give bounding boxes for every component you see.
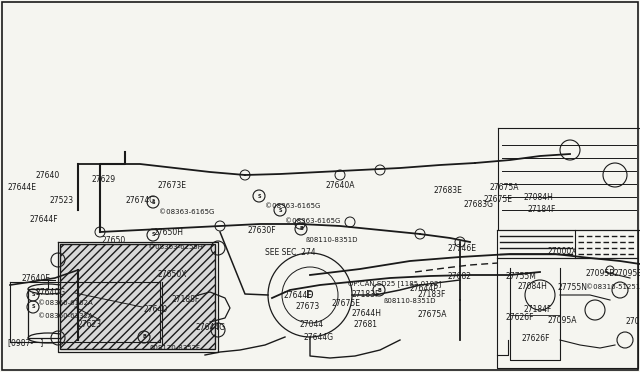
Text: 27673: 27673 [295,302,319,311]
Text: S: S [31,292,35,298]
Text: [0987-   ]: [0987- ] [8,338,44,347]
Bar [28,289,68,338]
Text: S: S [257,193,260,199]
Text: 27755N: 27755N [558,283,588,292]
Text: B: B [299,227,303,231]
Text: 27000X: 27000X [548,247,577,256]
Text: ß08110-8351D: ß08110-8351D [305,237,358,243]
Text: 27095B: 27095B [614,269,640,278]
Text: 27095: 27095 [626,317,640,326]
Text: 27630F: 27630F [247,226,276,235]
Text: ©08360-6162A: ©08360-6162A [38,300,93,306]
Text: 27644G: 27644G [196,323,226,332]
Text: OP:CAN,SD25 [1185-0192]: OP:CAN,SD25 [1185-0192] [348,280,441,287]
Text: ©08363-6255H: ©08363-6255H [148,244,203,250]
Text: 27095A: 27095A [547,316,577,325]
Text: 27188F: 27188F [172,295,200,304]
Text: 27183F: 27183F [418,290,446,299]
Text: 27673E: 27673E [158,181,187,190]
Text: S: S [151,232,155,237]
Text: SEE SEC. 274: SEE SEC. 274 [265,248,316,257]
Text: 27084H: 27084H [518,282,548,291]
Text: 27640E: 27640E [22,274,51,283]
Text: 27650H: 27650H [154,228,184,237]
Text: 27640: 27640 [143,305,167,314]
Bar [60,244,215,349]
Text: 27675A: 27675A [418,310,447,319]
Text: 27746E: 27746E [448,244,477,253]
Text: 27683G: 27683G [464,200,494,209]
Text: ß08110-8351D: ß08110-8351D [383,298,435,304]
Text: ©08363-6165G: ©08363-6165G [285,218,340,224]
Text: ©08363-6165G: ©08363-6165G [265,203,321,209]
Text: 27675E: 27675E [484,195,513,204]
Text: 27681: 27681 [354,320,378,329]
Text: 27644P: 27644P [409,284,438,293]
Text: ©08363-6165G: ©08363-6165G [159,209,214,215]
Text: S: S [151,199,155,205]
Text: 27755M: 27755M [506,272,537,281]
Text: 27095B: 27095B [585,269,614,278]
Text: 27640A: 27640A [325,181,355,190]
Text: B: B [377,288,381,292]
Text: D: D [306,290,314,300]
Text: 27644H: 27644H [352,309,382,318]
Text: 27044: 27044 [300,320,324,329]
Text: 27650X: 27650X [157,270,186,279]
Text: 27629: 27629 [91,175,115,184]
Text: 27675E: 27675E [332,299,361,308]
Text: B: B [142,334,146,340]
Text: 27523: 27523 [49,196,73,205]
Text: 27644E: 27644E [283,291,312,300]
Text: 27644E: 27644E [8,183,37,192]
Text: 27674G: 27674G [125,196,155,205]
Text: 27644G: 27644G [304,333,334,342]
Text: 27675A: 27675A [490,183,520,192]
Text: 27184F: 27184F [528,205,556,214]
Text: 27183F: 27183F [352,290,380,299]
Text: 27623: 27623 [78,320,102,329]
Text: ©08360-6332A: ©08360-6332A [38,313,93,319]
Text: 27640: 27640 [36,171,60,180]
Text: 27626F: 27626F [506,313,534,322]
Text: S: S [31,305,35,310]
Text: 27084H: 27084H [524,193,554,202]
Text: 27650: 27650 [102,236,126,245]
Text: 27644F: 27644F [30,215,59,224]
Text: 27640G: 27640G [35,288,65,297]
Text: 27683E: 27683E [434,186,463,195]
Text: S: S [278,208,282,212]
Text: 27184F: 27184F [524,305,552,314]
Text: 27682: 27682 [447,272,471,281]
Text: 27626F: 27626F [522,334,550,343]
Text: ß08120-8352F: ß08120-8352F [149,345,200,351]
Text: ©08310-51251: ©08310-51251 [586,284,640,290]
